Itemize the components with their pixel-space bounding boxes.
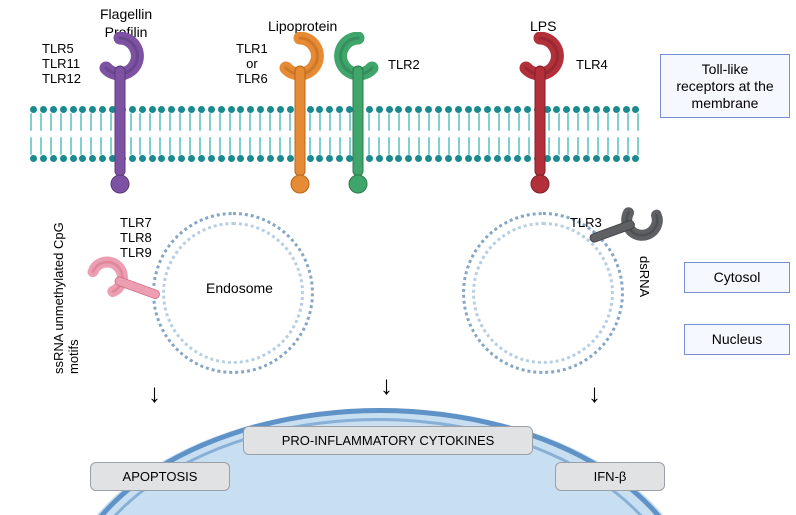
box-cytosol: Cytosol: [684, 262, 790, 293]
receptor-shape: [85, 32, 155, 200]
box-membrane: Toll-like receptors at the membrane: [660, 54, 790, 118]
receptor-shape: [505, 32, 575, 200]
arrow-left: ↓: [148, 378, 161, 409]
labels-tlr5-11-12: TLR5 TLR11 TLR12: [42, 42, 81, 87]
receptor-shape: [323, 32, 393, 200]
outcome-cytokines: PRO-INFLAMMATORY CYTOKINES: [243, 426, 533, 455]
outcome-apoptosis: APOPTOSIS: [90, 462, 230, 491]
receptor-tlr2: [323, 32, 393, 200]
labels-tlr7-8-9: TLR7 TLR8 TLR9: [120, 216, 152, 261]
labels-tlr4: TLR4: [576, 58, 608, 73]
outcome-ifnb: IFN-β: [555, 462, 665, 491]
label-endosome: Endosome: [206, 280, 273, 298]
box-nucleus: Nucleus: [684, 324, 790, 355]
label-dsrna: dsRNA: [636, 256, 651, 297]
receptor-tlr4: [505, 32, 575, 200]
arrow-right: ↓: [588, 378, 601, 409]
label-ssrna-cpg: ssRNA unmethylated CpG motifs: [52, 214, 82, 374]
labels-tlr1-6: TLR1 or TLR6: [236, 42, 268, 87]
labels-tlr3: TLR3: [570, 216, 602, 231]
arrow-mid: ↓: [380, 370, 393, 401]
receptor-tlr5-11-12: [85, 32, 155, 200]
diagram-root: { "colors":{ "membrane_head":"#1a8a8f", …: [0, 0, 796, 515]
